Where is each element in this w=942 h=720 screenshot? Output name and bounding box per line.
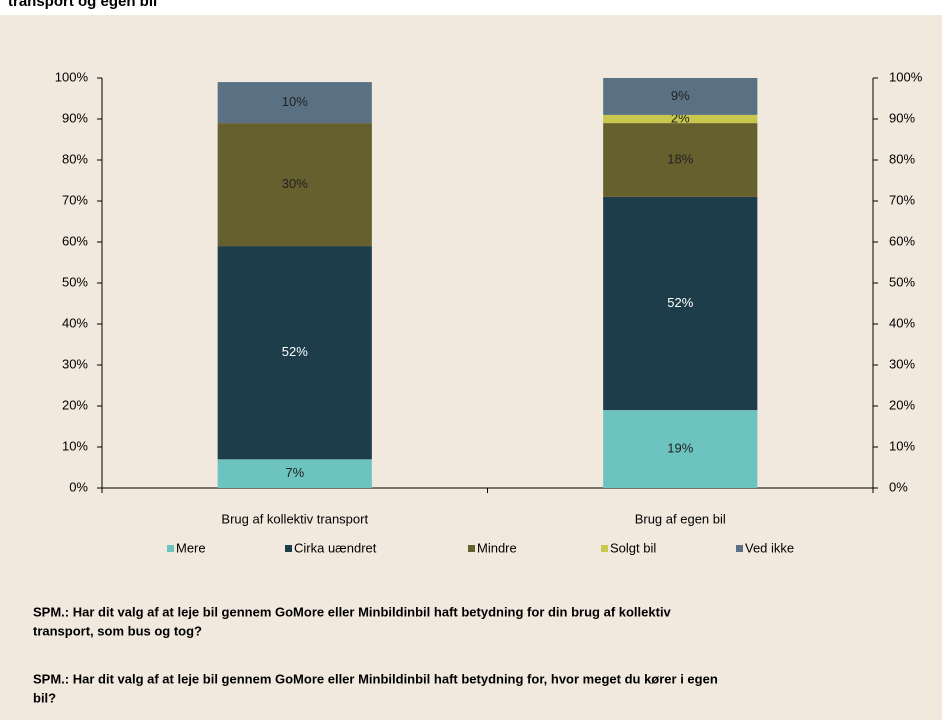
y-tick-label: 80% [62, 151, 88, 166]
legend-swatch [167, 545, 174, 552]
bar-segment [217, 459, 372, 488]
bar-segment [603, 78, 758, 115]
y2-tick-label: 100% [889, 69, 923, 84]
value-label: 19% [667, 440, 693, 455]
y2-tick-label: 80% [889, 151, 915, 166]
legend-label: Mindre [477, 540, 517, 555]
legend-label: Cirka uændret [294, 540, 377, 555]
y2-tick-label: 20% [889, 397, 915, 412]
y-tick-label: 0% [69, 479, 88, 494]
legend-label: Solgt bil [610, 540, 656, 555]
value-label: 18% [667, 151, 693, 166]
y2-tick-label: 90% [889, 110, 915, 125]
y2-tick-label: 0% [889, 479, 908, 494]
bar-segment [603, 114, 758, 124]
y-tick-label: 70% [62, 192, 88, 207]
legend-label: Ved ikke [745, 540, 794, 555]
bar-segment [217, 246, 372, 460]
y2-tick-label: 30% [889, 356, 915, 371]
y-tick-label: 90% [62, 110, 88, 125]
bar-segment [217, 123, 372, 247]
bar-segment [603, 123, 758, 197]
background [0, 15, 942, 720]
bar-segment [217, 82, 372, 124]
y-tick-label: 60% [62, 233, 88, 248]
footnote: transport, som bus og tog? [33, 623, 202, 638]
legend-swatch [285, 545, 292, 552]
bar-segment [603, 410, 758, 488]
x-tick-label: Brug af egen bil [635, 511, 726, 526]
y-tick-label: 20% [62, 397, 88, 412]
legend-swatch [601, 545, 608, 552]
y-tick-label: 30% [62, 356, 88, 371]
y-tick-label: 50% [62, 274, 88, 289]
y-tick-label: 40% [62, 315, 88, 330]
y2-tick-label: 50% [889, 274, 915, 289]
y2-tick-label: 40% [889, 315, 915, 330]
value-label: 52% [282, 344, 308, 359]
y2-tick-label: 10% [889, 438, 915, 453]
value-label: 30% [282, 176, 308, 191]
legend-swatch [468, 545, 475, 552]
y-tick-label: 100% [55, 69, 89, 84]
bar-segment [603, 196, 758, 411]
value-label: 52% [667, 295, 693, 310]
value-label: 7% [285, 465, 304, 480]
legend-swatch [736, 545, 743, 552]
chart-title: transport og egen bil [8, 0, 157, 10]
x-tick-label: Brug af kollektiv transport [221, 511, 368, 526]
footnote: bil? [33, 690, 56, 705]
footnote: SPM.: Har dit valg af at leje bil gennem… [33, 604, 672, 619]
footnote: SPM.: Har dit valg af at leje bil gennem… [33, 671, 718, 686]
value-label: 9% [671, 88, 690, 103]
value-label: 10% [282, 94, 308, 109]
y2-tick-label: 60% [889, 233, 915, 248]
legend-label: Mere [176, 540, 206, 555]
y-tick-label: 10% [62, 438, 88, 453]
y2-tick-label: 70% [889, 192, 915, 207]
